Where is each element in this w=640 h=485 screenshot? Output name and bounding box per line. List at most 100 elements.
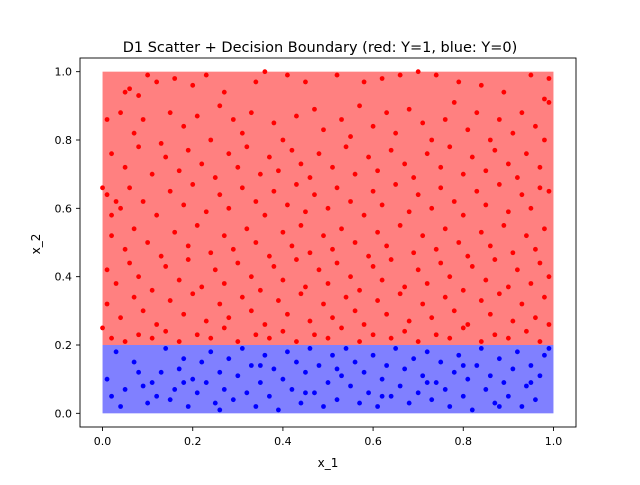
y-axis-label: x_2 [29,234,43,255]
point-y1 [460,287,466,293]
point-y1 [303,284,308,290]
point-y1 [501,223,507,228]
point-y1 [136,274,142,280]
point-y0 [510,366,516,372]
point-y1 [199,161,205,167]
point-y0 [280,376,286,382]
point-y0 [330,352,335,358]
point-y0 [370,352,376,358]
point-y1 [104,192,110,198]
point-y1 [469,264,475,269]
point-y0 [514,349,520,355]
point-y1 [406,209,412,215]
point-y1 [505,284,511,290]
point-y0 [140,383,146,389]
point-y1 [217,301,223,307]
point-y0 [343,346,349,351]
point-y1 [140,117,146,122]
point-y1 [442,294,448,300]
point-y1 [109,151,114,157]
point-y0 [384,363,390,368]
point-y1 [276,168,281,174]
point-y1 [280,137,286,143]
point-y1 [352,171,358,177]
point-y1 [528,72,534,78]
point-y1 [487,137,493,143]
point-y1 [325,205,331,211]
point-y1 [122,246,128,252]
point-y1 [406,318,412,324]
point-y0 [226,356,232,362]
point-y0 [397,383,403,389]
point-y1 [433,332,439,338]
point-y0 [321,404,326,409]
point-y1 [343,294,349,300]
point-y1 [478,339,484,344]
point-y1 [537,185,543,191]
point-y1 [415,192,421,198]
point-y1 [496,117,502,122]
point-y0 [199,359,205,365]
point-y1 [438,185,444,191]
point-y1 [447,274,453,280]
point-y1 [294,182,299,187]
point-y0 [244,390,250,396]
point-y1 [185,243,191,249]
point-y1 [352,308,358,314]
point-y1 [127,86,132,92]
point-y1 [542,226,547,232]
point-y1 [253,332,259,338]
point-y1 [465,127,471,133]
point-y0 [185,404,191,409]
point-y1 [533,315,538,321]
point-y1 [158,253,164,259]
point-y1 [388,335,394,341]
point-y1 [370,332,376,338]
point-y0 [388,393,394,399]
point-y1 [492,257,498,262]
point-y1 [167,110,173,116]
y-axis-ticks: 0.0 0.2 0.4 0.6 0.8 1.0 [55,66,80,420]
point-y1 [226,205,232,211]
point-y1 [429,315,435,321]
point-y1 [420,233,426,239]
point-y1 [167,188,173,194]
point-y1 [384,243,390,249]
point-y1 [469,154,475,160]
chart-title: D1 Scatter + Decision Boundary (red: Y=1… [123,40,518,56]
point-y1 [239,185,245,191]
point-y1 [505,209,511,215]
point-y0 [460,363,466,368]
point-y1 [316,267,322,273]
point-y1 [348,199,353,204]
point-y0 [212,400,218,406]
point-y1 [474,110,480,116]
point-y0 [312,390,317,396]
point-y1 [122,89,128,95]
point-y1 [384,110,390,116]
point-y0 [253,404,259,409]
point-y1 [487,311,493,317]
point-y1 [451,308,457,314]
point-y1 [149,287,155,293]
point-y0 [239,346,245,351]
point-y0 [546,346,552,351]
point-y1 [361,212,367,218]
point-y1 [496,182,502,187]
x-tick-label: 0.6 [364,435,382,448]
x-tick-label: 0.0 [94,435,112,448]
point-y0 [289,387,295,392]
point-y1 [424,281,430,286]
point-y0 [194,390,200,396]
point-y1 [217,192,223,198]
point-y1 [343,144,349,150]
point-y1 [492,147,498,153]
point-y1 [280,328,286,334]
point-y0 [478,346,484,351]
point-y1 [294,339,299,344]
point-y0 [361,369,367,375]
point-y1 [316,151,322,157]
point-y1 [325,335,331,341]
point-y1 [244,226,250,232]
point-y1 [154,322,160,327]
